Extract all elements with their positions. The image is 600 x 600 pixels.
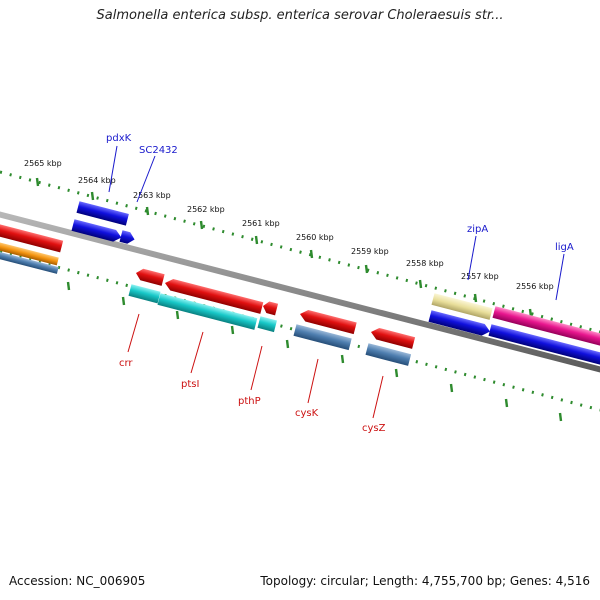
accession-text: Accession: NC_006905 [9, 574, 146, 588]
map-title: Salmonella enterica subsp. enterica sero… [96, 8, 504, 23]
scale-label: 2560 kbp [296, 233, 334, 242]
gene-label-pthp[interactable]: pthP [238, 396, 261, 407]
gene-feature-left-red[interactable] [0, 222, 64, 253]
scale-label: 2558 kbp [406, 259, 444, 268]
scale-label: 2559 kbp [351, 247, 389, 256]
genome-backbone [0, 211, 600, 373]
scale-label: 2563 kbp [133, 191, 171, 200]
leader-lines-below [127, 313, 384, 419]
outer-major-ticks [35, 177, 533, 318]
gene-label-ptsi[interactable]: ptsI [181, 379, 199, 390]
gene-feature-ptsi[interactable] [157, 293, 258, 330]
gene-feature-pdxk-track1[interactable] [76, 201, 129, 226]
gene-feature-left-orange[interactable] [0, 240, 59, 266]
inner-major-ticks [66, 281, 563, 422]
gene-label-cysz[interactable]: cysZ [362, 423, 386, 434]
gene-feature-crr[interactable] [128, 284, 161, 304]
gene-feature-pdxk[interactable] [71, 219, 122, 243]
topology-text: Topology: circular; Length: 4,755,700 bp… [260, 574, 590, 588]
gene-feature-left-steel[interactable] [0, 249, 59, 274]
scale-label: 2565 kbp [24, 159, 62, 168]
gene-feature-sc2432[interactable] [119, 230, 136, 245]
scale-label: 2562 kbp [187, 205, 225, 214]
outer-scale-track [0, 170, 600, 334]
gene-feature-pthp-red[interactable] [261, 300, 279, 316]
gene-feature-liga-magenta[interactable] [492, 306, 600, 347]
gene-feature-crr-red[interactable] [134, 267, 165, 286]
gene-feature-ptsi-red[interactable] [163, 277, 264, 314]
gene-label-cysk[interactable]: cysK [295, 408, 319, 419]
gene-label-crr[interactable]: crr [119, 358, 133, 369]
gene-feature-zipa[interactable] [428, 310, 491, 337]
gene-feature-liga[interactable] [488, 324, 600, 366]
gene-label-zipa[interactable]: zipA [467, 224, 488, 235]
gene-feature-cysz-red[interactable] [369, 326, 416, 349]
gene-label-liga[interactable]: ligA [555, 242, 574, 253]
gene-feature-pthp[interactable] [257, 316, 277, 333]
scale-label: 2556 kbp [516, 282, 554, 291]
gene-feature-cysz[interactable] [365, 343, 412, 366]
scale-label: 2561 kbp [242, 219, 280, 228]
gene-label-pdxk[interactable]: pdxK [106, 133, 132, 144]
scale-label: 2557 kbp [461, 272, 499, 281]
gene-label-sc2432[interactable]: SC2432 [139, 145, 178, 156]
leader-lines-above [108, 145, 565, 301]
gene-feature-cysk[interactable] [293, 324, 352, 351]
gene-feature-cysk-red[interactable] [298, 308, 357, 335]
scale-label: 2564 kbp [78, 176, 116, 185]
gene-feature-zipa-khaki[interactable] [431, 293, 493, 320]
